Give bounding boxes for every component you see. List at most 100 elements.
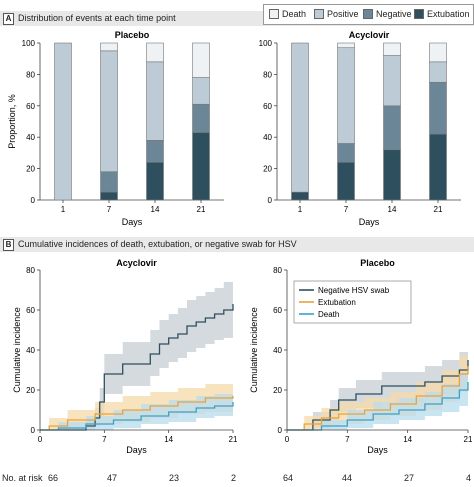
y-tick-label: 40: [273, 346, 282, 355]
bar-extubation-21: [429, 133, 447, 201]
y-tick-label: 20: [273, 386, 282, 395]
x-axis-label: Days: [359, 217, 380, 227]
y-tick-label: 0: [31, 196, 36, 205]
legend-label-positive: Positive: [327, 9, 359, 19]
y-tick-label: 20: [26, 386, 35, 395]
y-tick-label: 80: [26, 266, 35, 275]
x-tick-label: 0: [38, 435, 43, 444]
legend-label-extubation: Extubation: [427, 9, 470, 19]
at-risk-acyclovir-14: 23: [169, 473, 180, 483]
acyclovir-distribution-chart: Acyclovir 0 20 40 60 80 100 1 7 14 21 Days: [259, 30, 461, 227]
legend-label-negative: Negative: [376, 9, 412, 19]
x-tick-label: 7: [102, 435, 107, 444]
legend-item-negative: Negative: [363, 9, 412, 19]
bar-death-7: [100, 42, 118, 52]
legend-item-extubation: Extubation: [414, 9, 470, 19]
x-tick-label: 21: [464, 435, 473, 444]
x-axis-label: Days: [126, 445, 147, 455]
bar-negative-14: [383, 105, 401, 151]
legend-swatch-death: [269, 9, 279, 19]
panel-b-header: B Cumulative incidences of death, extuba…: [0, 237, 474, 252]
chart-title: Placebo: [360, 258, 395, 268]
legend-item-death: Death: [269, 9, 306, 19]
y-tick-label: 80: [273, 266, 282, 275]
y-tick-label: 100: [22, 39, 36, 48]
y-axis-label: Cumulative incidence: [249, 307, 259, 393]
bar-death-7: [337, 42, 355, 49]
bar-death-14: [383, 42, 401, 56]
x-axis-label: Days: [122, 217, 143, 227]
x-tick-label: 14: [403, 435, 412, 444]
at-risk-placebo-14: 27: [404, 473, 415, 483]
at-risk-acyclovir-0: 66: [48, 473, 59, 483]
panel-a-title: Distribution of events at each time poin…: [18, 13, 176, 23]
legend-label-extubation: Extubation: [318, 298, 356, 307]
bar-negative-7: [100, 171, 118, 193]
y-tick-label: 20: [263, 165, 272, 174]
bar-extubation-7: [337, 162, 355, 201]
chart-title: Acyclovir: [116, 258, 157, 268]
chart-title: Placebo: [115, 30, 150, 40]
line-death: [287, 382, 469, 431]
placebo-incidence-chart: Placebo 0 20 40 60 80 0 7 14 21 Days Cumulative inc…: [249, 258, 473, 455]
y-tick-label: 40: [26, 133, 35, 142]
bar-extubation-21: [192, 132, 210, 201]
at-risk-placebo-7: 44: [342, 473, 353, 483]
legend-label-death: Death: [318, 310, 339, 319]
x-tick-label: 1: [298, 205, 303, 214]
bar-positive-21: [192, 77, 210, 105]
bar-extubation-7: [100, 191, 118, 201]
bar-negative-14: [146, 140, 164, 163]
line-extubation: [40, 396, 234, 431]
bar-extubation-1: [291, 191, 309, 201]
x-tick-label: 21: [434, 205, 443, 214]
placebo-distribution-chart: Placebo 0 20 40 60 80 100 1 7 14 21 Days Proportion,…: [7, 30, 224, 227]
bar-extubation-14: [383, 149, 401, 201]
y-tick-label: 60: [263, 102, 272, 111]
x-axis-label: Days: [367, 445, 388, 455]
at-risk-acyclovir-7: 47: [107, 473, 118, 483]
x-tick-label: 21: [229, 435, 237, 444]
x-tick-label: 14: [151, 205, 160, 214]
panel-a-letter: A: [3, 13, 14, 25]
y-tick-label: 60: [273, 306, 282, 315]
bar-positive-7: [337, 47, 355, 144]
x-tick-label: 14: [164, 435, 173, 444]
x-tick-label: 0: [285, 435, 290, 444]
bar-negative-7: [337, 143, 355, 163]
ci-band-negative-hsv-swab: [287, 338, 468, 430]
y-tick-label: 0: [268, 196, 273, 205]
legend-label-negative-hsv-swab: Negative HSV swab: [318, 286, 390, 295]
legend-swatch-positive: [314, 9, 324, 19]
bar-death-14: [146, 42, 164, 63]
bar-death-21: [429, 42, 447, 63]
y-tick-label: 40: [26, 346, 35, 355]
bar-extubation-14: [146, 162, 164, 201]
legend-item-positive: Positive: [314, 9, 359, 19]
legend-swatch-negative: [363, 9, 373, 19]
x-tick-label: 7: [344, 205, 349, 214]
line-negative-hsv-swab: [40, 304, 234, 431]
bar-positive-14: [383, 55, 401, 107]
y-tick-label: 0: [31, 426, 36, 435]
bar-negative-21: [192, 103, 210, 133]
ci-band-negative-hsv-swab: [40, 276, 233, 430]
bar-positive-21: [429, 61, 447, 83]
bar-negative-21: [429, 81, 447, 135]
x-tick-label: 7: [107, 205, 112, 214]
bar-death-21: [192, 42, 210, 78]
legend-swatch-extubation: [414, 9, 424, 19]
x-tick-label: 14: [388, 205, 397, 214]
y-tick-label: 40: [263, 133, 272, 142]
chart-title: Acyclovir: [349, 30, 390, 40]
y-axis-label: Proportion, %: [7, 94, 17, 149]
x-tick-label: 7: [345, 435, 350, 444]
bar-positive-7: [100, 50, 118, 173]
panel-b-title: Cumulative incidences of death, extubati…: [18, 239, 297, 249]
ci-band-death: [287, 364, 468, 430]
line-extubation: [287, 366, 469, 431]
bar-positive-1: [291, 42, 309, 193]
x-tick-label: 21: [197, 205, 206, 214]
y-tick-label: 0: [278, 426, 283, 435]
y-axis-label: Cumulative incidence: [12, 307, 22, 393]
